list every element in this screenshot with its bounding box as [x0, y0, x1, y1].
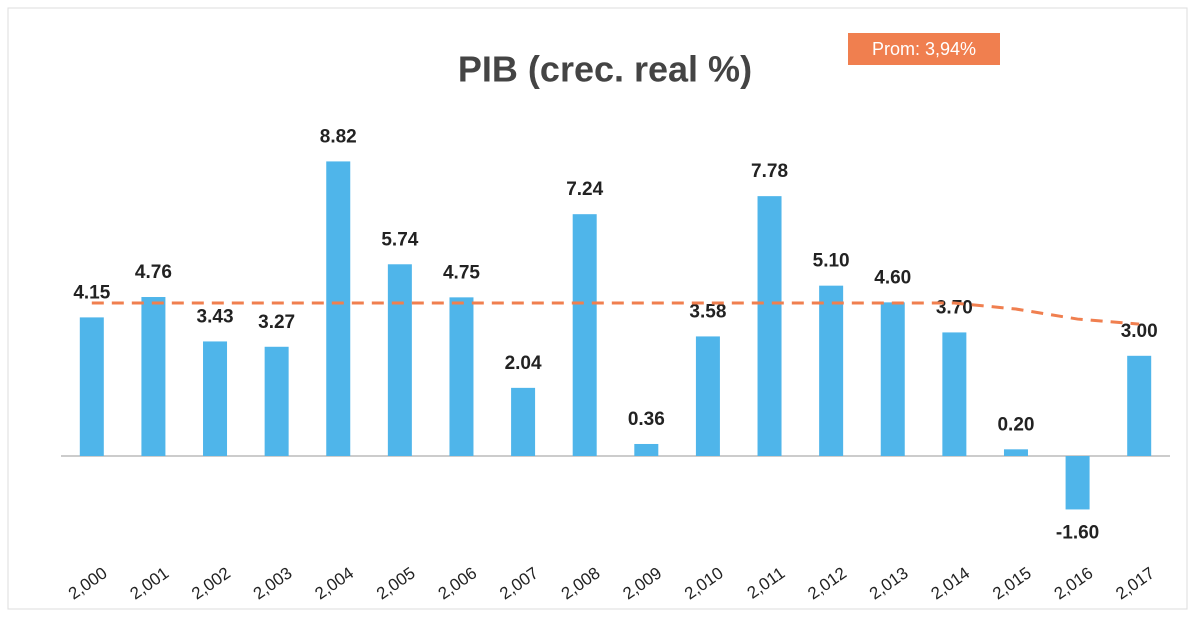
bar: [387, 264, 412, 456]
value-label: 3.70: [936, 297, 973, 318]
value-label: 0.36: [628, 409, 665, 430]
value-label: 7.78: [751, 161, 788, 182]
value-label: 4.76: [135, 262, 172, 283]
bar: [757, 196, 782, 456]
value-label: 3.58: [689, 301, 726, 322]
annotation: Prom: 3,94%: [872, 39, 976, 59]
bar: [695, 336, 720, 456]
bar: [449, 297, 474, 456]
bar: [203, 341, 228, 456]
bar: [1003, 449, 1028, 456]
bar: [1127, 355, 1152, 456]
value-label: 2.04: [505, 353, 542, 374]
bar: [819, 285, 844, 456]
bar: [634, 443, 659, 456]
value-label: 5.10: [813, 251, 850, 272]
chart-frame: [7, 7, 1188, 610]
bar: [511, 387, 536, 456]
value-label: 3.00: [1121, 321, 1158, 342]
bar: [1065, 456, 1090, 510]
value-label: 3.27: [258, 312, 295, 333]
value-label: 4.60: [874, 267, 911, 288]
bar: [572, 214, 597, 456]
value-label: 0.20: [997, 414, 1034, 435]
value-label: -1.60: [1056, 522, 1099, 543]
annotation-box: [848, 33, 1000, 65]
bar: [79, 317, 104, 456]
value-label: 4.75: [443, 262, 480, 283]
value-label: 5.74: [381, 229, 418, 250]
chart-title: PIB (crec. real %): [458, 49, 752, 90]
bar: [141, 297, 166, 456]
value-label: 7.24: [566, 179, 603, 200]
value-label: 3.43: [197, 306, 234, 327]
average-line: [91, 301, 1140, 326]
bar: [880, 302, 905, 456]
bar: [326, 161, 351, 457]
bar: [264, 346, 289, 456]
value-label: 4.15: [73, 282, 110, 303]
value-label: 8.82: [320, 126, 357, 147]
bar: [942, 332, 967, 456]
